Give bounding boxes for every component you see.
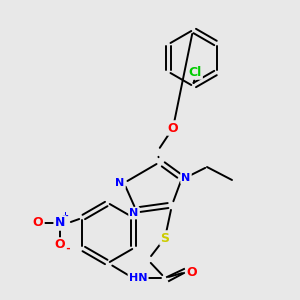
Text: HN: HN <box>129 273 147 283</box>
Text: N: N <box>55 217 65 230</box>
Text: O: O <box>168 122 178 134</box>
Text: O: O <box>33 217 43 230</box>
Text: S: S <box>160 232 169 244</box>
Text: O: O <box>55 238 65 251</box>
Text: N: N <box>129 208 139 218</box>
Text: O: O <box>187 266 197 278</box>
Text: +: + <box>61 211 68 220</box>
Text: N: N <box>116 178 124 188</box>
Text: Cl: Cl <box>188 65 202 79</box>
Text: N: N <box>182 173 190 183</box>
Text: -: - <box>66 244 70 254</box>
